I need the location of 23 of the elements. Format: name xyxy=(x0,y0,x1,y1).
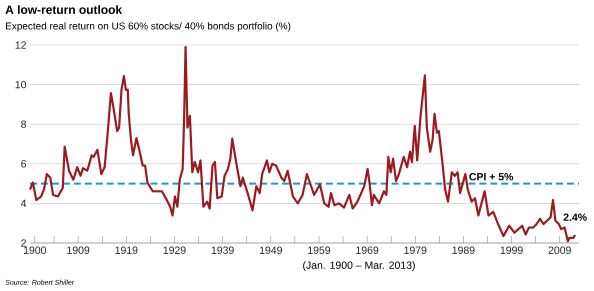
x-tick-label: 1939 xyxy=(212,246,234,254)
x-tick-label: 1949 xyxy=(260,246,282,254)
x-tick-label: 1909 xyxy=(67,246,90,254)
y-tick-label: 8 xyxy=(21,120,26,128)
x-tick-label: 1979 xyxy=(404,246,426,254)
x-tick-label: 1959 xyxy=(308,246,330,254)
x-tick-label: 1929 xyxy=(164,246,186,254)
y-tick-label: 2 xyxy=(21,239,26,247)
y-tick-label: 4 xyxy=(20,200,26,207)
x-tick-label: 1989 xyxy=(452,246,475,254)
y-tick-label: 10 xyxy=(16,80,26,88)
x-tick-label: 2009 xyxy=(548,246,571,254)
x-tick-label: 1919 xyxy=(115,246,138,254)
ref-line-label: CPI + 5% xyxy=(469,173,514,180)
x-tick-label: 1969 xyxy=(356,246,378,254)
chart-subtitle: Expected real return on US 60% stocks/ 40% bonds portfolio (%) xyxy=(6,22,290,32)
chart-title: A low-return outlook xyxy=(6,5,122,14)
y-tick-label: 12 xyxy=(16,41,26,49)
x-tick-label: 1900 xyxy=(24,246,46,254)
y-tick-label: 6 xyxy=(21,160,26,168)
annotation: 2.4% xyxy=(564,214,587,221)
x-tick-label: 1999 xyxy=(500,246,523,254)
x-axis-title: (Jan. 1900 – Mar. 2013) xyxy=(303,261,415,271)
